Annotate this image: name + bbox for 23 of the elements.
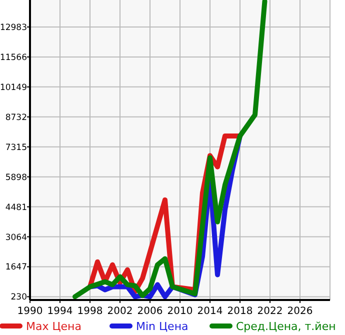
legend-label: Сред.Цена, т.йен: [236, 320, 336, 333]
y-tick-label: 5898: [5, 172, 27, 183]
y-tick-label: 230: [10, 292, 27, 303]
x-tick-label: 2014: [197, 306, 223, 317]
x-tick-label: 1994: [47, 306, 73, 317]
y-tick-label: 1647: [5, 262, 27, 273]
y-tick-label: 7315: [5, 142, 27, 153]
x-tick-label: 2002: [107, 306, 133, 317]
x-tick-label: 2018: [227, 306, 253, 317]
legend-label: Min Цена: [136, 320, 188, 333]
y-tick-label: 11566: [0, 52, 27, 63]
y-tick-label: 10149: [0, 82, 27, 93]
x-tick-label: 2006: [137, 306, 163, 317]
x-tick-label: 1998: [77, 306, 103, 317]
y-tick-label: 3064: [5, 232, 27, 243]
y-tick-label: 8732: [5, 112, 27, 123]
y-tick-label: 4481: [5, 202, 27, 213]
y-tick-label: 12983: [0, 22, 27, 33]
x-tick-label: 2026: [287, 306, 313, 317]
legend-label: Max Цена: [26, 320, 82, 333]
x-tick-label: 2010: [167, 306, 193, 317]
x-tick-label: 1990: [17, 306, 43, 317]
x-tick-label: 2022: [257, 306, 283, 317]
